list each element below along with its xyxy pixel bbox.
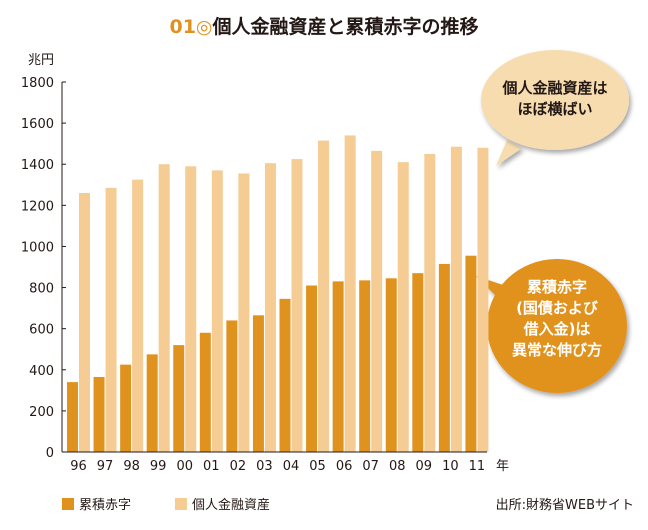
bar-deficit bbox=[465, 255, 477, 452]
bar-assets bbox=[79, 193, 90, 452]
x-tick-label: 03 bbox=[256, 459, 273, 474]
bar-deficit bbox=[306, 285, 318, 452]
legend: 累積赤字 個人金融資産 bbox=[62, 494, 314, 513]
y-tick-label: 800 bbox=[29, 282, 54, 297]
y-tick-label: 600 bbox=[29, 323, 54, 338]
source-note: 出所:財務省WEBサイト bbox=[495, 498, 634, 513]
x-axis-label: 年 bbox=[496, 459, 509, 474]
x-tick-label: 99 bbox=[150, 459, 167, 474]
bar-deficit bbox=[146, 354, 158, 452]
x-tick-label: 00 bbox=[176, 459, 193, 474]
callout-assets-pointer bbox=[496, 140, 522, 166]
legend-swatch-deficit bbox=[62, 497, 74, 510]
x-tick-label: 05 bbox=[309, 459, 326, 474]
callout-assets-bubble bbox=[481, 50, 629, 150]
bar-assets bbox=[344, 135, 356, 452]
bar-assets bbox=[477, 147, 489, 452]
y-tick-label: 1400 bbox=[21, 158, 54, 173]
bar-assets bbox=[371, 150, 383, 452]
y-tick-label: 1200 bbox=[21, 199, 54, 214]
legend-label-deficit: 累積赤字 bbox=[79, 498, 132, 513]
bar-deficit bbox=[412, 273, 424, 452]
x-tick-label: 09 bbox=[416, 459, 433, 474]
bar-assets bbox=[291, 159, 303, 453]
bar-assets bbox=[211, 170, 223, 452]
assets-callout: 個人金融資産は ほぼ横ばい bbox=[486, 78, 624, 120]
legend-label-assets: 個人金融資産 bbox=[192, 498, 271, 513]
y-tick-label: 1800 bbox=[21, 76, 54, 91]
legend-swatch-assets bbox=[175, 497, 188, 510]
callout-line: 借入金)は bbox=[523, 320, 591, 338]
callout-line: 異常な伸び方 bbox=[511, 341, 602, 359]
callout-deficit-bubble bbox=[487, 259, 627, 393]
bar-assets bbox=[318, 140, 330, 453]
y-tick-label: 0 bbox=[46, 446, 54, 461]
x-tick-label: 08 bbox=[389, 459, 406, 474]
bar-deficit bbox=[93, 376, 105, 452]
x-tick-label: 98 bbox=[123, 459, 140, 474]
bar-assets bbox=[264, 163, 276, 452]
y-axis-label: 兆円 bbox=[28, 53, 54, 68]
bar-assets bbox=[424, 153, 436, 452]
bar-deficit bbox=[252, 315, 264, 452]
bar-deficit bbox=[173, 345, 185, 452]
callout-line: ほぼ横ばい bbox=[517, 100, 593, 118]
x-tick-label: 10 bbox=[442, 459, 459, 474]
callout-line: 個人金融資産は bbox=[502, 79, 608, 97]
x-tick-label: 96 bbox=[70, 459, 87, 474]
title-text: 個人金融資産と累積赤字の推移 bbox=[212, 16, 479, 38]
y-tick-label: 1600 bbox=[21, 117, 54, 132]
y-tick-label: 1000 bbox=[21, 240, 54, 255]
bar-deficit bbox=[359, 280, 371, 452]
title-number: 01 bbox=[169, 16, 196, 38]
x-tick-label: 04 bbox=[283, 459, 300, 474]
x-tick-label: 06 bbox=[336, 459, 353, 474]
bar-assets bbox=[238, 173, 250, 452]
bar-deficit bbox=[438, 263, 450, 452]
y-tick-label: 400 bbox=[29, 364, 54, 379]
bar-deficit bbox=[199, 332, 211, 452]
x-tick-label: 97 bbox=[97, 459, 114, 474]
bar-assets bbox=[397, 162, 409, 452]
title-mark: ◎ bbox=[195, 16, 213, 38]
bar-deficit bbox=[332, 281, 344, 452]
bar-assets bbox=[105, 187, 117, 452]
x-tick-label: 07 bbox=[362, 459, 379, 474]
bar-assets bbox=[132, 179, 144, 452]
x-tick-label: 11 bbox=[469, 459, 486, 474]
callout-line: 累積赤字 bbox=[526, 278, 587, 296]
x-tick-label: 02 bbox=[230, 459, 247, 474]
bar-deficit bbox=[226, 320, 238, 452]
x-tick-label: 01 bbox=[203, 459, 220, 474]
chart-title: 01◎個人金融資産と累積赤字の推移 bbox=[0, 12, 648, 39]
bar-deficit bbox=[385, 278, 397, 452]
legend-item-assets: 個人金融資産 bbox=[175, 494, 270, 513]
callout-line: (国債および bbox=[516, 299, 598, 317]
deficit-callout: 累積赤字 (国債および 借入金)は異常な伸び方 bbox=[493, 277, 621, 361]
legend-item-deficit: 累積赤字 bbox=[62, 494, 131, 513]
bar-deficit bbox=[120, 364, 132, 452]
bar-assets bbox=[158, 164, 170, 452]
bar-assets bbox=[185, 166, 197, 452]
y-tick-label: 200 bbox=[29, 405, 54, 420]
bar-assets bbox=[450, 146, 462, 452]
bar-deficit bbox=[279, 298, 291, 452]
bar-deficit bbox=[67, 382, 78, 452]
